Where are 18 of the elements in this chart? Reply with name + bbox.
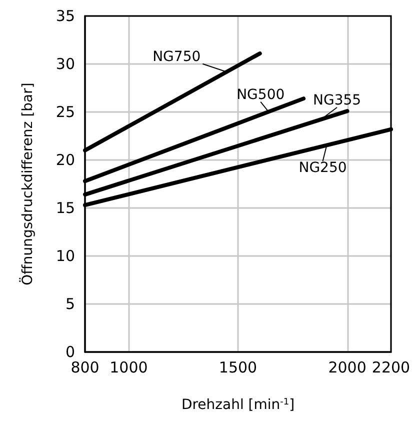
- y-tick-label: 30: [56, 55, 75, 73]
- legend-label: NG250: [298, 160, 347, 176]
- x-tick-label: 2000: [328, 358, 366, 376]
- y-tick-label: 20: [56, 151, 75, 169]
- x-tick-label: 1000: [110, 358, 148, 376]
- series-label: NG355: [313, 92, 362, 108]
- y-axis-title: Öffnungsdruckdifferenz [bar]: [19, 82, 36, 286]
- y-tick-label: 10: [56, 247, 75, 265]
- x-tick-label: 800: [70, 358, 100, 376]
- y-tick-label: 35: [56, 7, 75, 25]
- y-tick-label: 0: [65, 343, 75, 361]
- series-label: NG500: [236, 86, 285, 103]
- y-tick-label: 5: [65, 295, 75, 313]
- series-label: NG750: [152, 48, 201, 65]
- x-tick-label: 1500: [218, 358, 258, 376]
- y-tick-label: 15: [56, 199, 75, 217]
- x-tick-label: 2200: [372, 358, 410, 376]
- y-tick-label: 25: [56, 103, 75, 121]
